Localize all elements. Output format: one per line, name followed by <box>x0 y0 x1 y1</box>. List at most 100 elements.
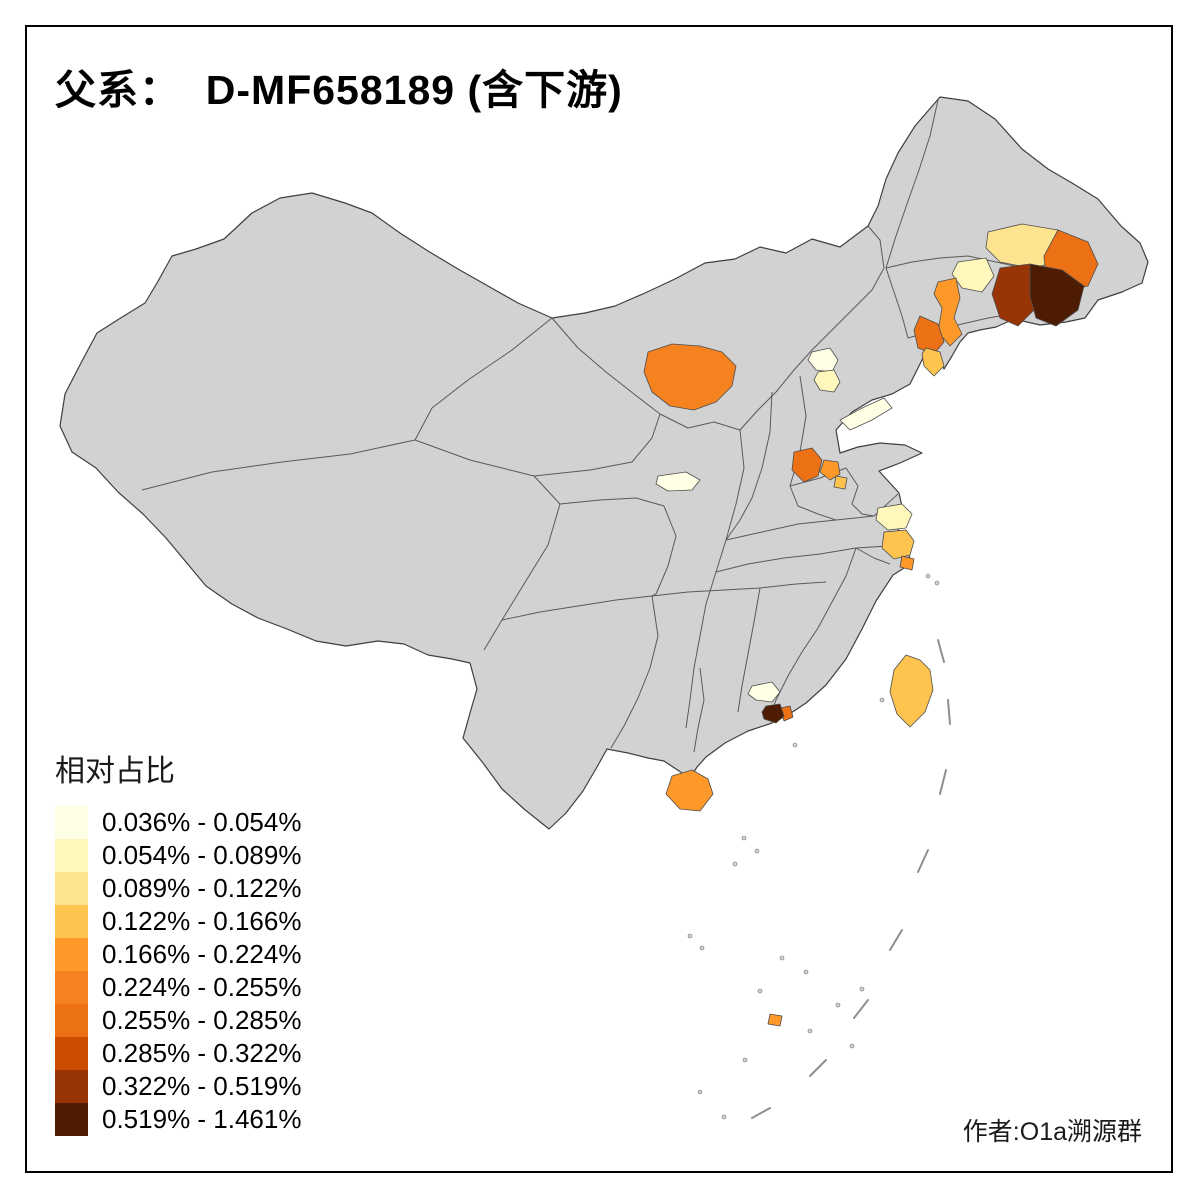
legend-label: 0.285% - 0.322% <box>102 1038 302 1068</box>
legend-swatch <box>55 1070 88 1103</box>
legend: 相对占比 0.036% - 0.054% 0.054% - 0.089% 0.089… <box>55 746 301 1136</box>
nine-dash-segment <box>889 929 903 951</box>
legend-row: 0.122% - 0.166% <box>55 905 301 938</box>
region-beijing-pale-2 <box>813 369 841 393</box>
region-shaanxi-pale <box>655 471 701 492</box>
nine-dash-segment <box>751 1107 771 1119</box>
legend-swatch <box>55 1004 88 1037</box>
province-border <box>769 547 857 717</box>
legend-swatch <box>55 839 88 872</box>
islet <box>849 1043 855 1049</box>
province-border <box>551 317 661 415</box>
islet <box>803 969 809 975</box>
legend-row: 0.166% - 0.224% <box>55 938 301 971</box>
region-south-sea-island <box>767 1013 783 1027</box>
region-pearl-delta-dark <box>761 703 785 724</box>
province-border <box>725 391 773 541</box>
china-outline <box>59 96 1149 830</box>
islet <box>732 861 738 867</box>
region-jilin-central-pale <box>951 257 995 293</box>
legend-row: 0.089% - 0.122% <box>55 872 301 905</box>
islet <box>721 1114 727 1120</box>
legend-label: 0.122% - 0.166% <box>102 906 302 936</box>
legend-label: 0.089% - 0.122% <box>102 873 302 903</box>
region-shanghai-orange <box>899 555 915 571</box>
islet <box>741 835 747 841</box>
legend-label: 0.224% - 0.255% <box>102 972 302 1002</box>
legend-row: 0.054% - 0.089% <box>55 839 301 872</box>
nine-dash-segment <box>937 639 945 663</box>
legend-label: 0.036% - 0.054% <box>102 807 302 837</box>
nine-dash-segment <box>917 849 929 873</box>
nine-dash-line <box>751 639 951 1119</box>
region-hebei-coast-pale <box>839 397 893 431</box>
province-border <box>739 225 885 431</box>
islet <box>779 955 785 961</box>
legend-title: 相对占比 <box>55 755 175 788</box>
islet <box>934 580 940 586</box>
province-border <box>501 581 827 621</box>
legend-row: 0.224% - 0.255% <box>55 971 301 1004</box>
province-border <box>685 539 727 729</box>
legend-rows: 0.036% - 0.054% 0.054% - 0.089% 0.089% - 0… <box>55 806 301 1136</box>
province-border <box>737 587 761 713</box>
islet <box>925 573 931 579</box>
legend-label: 0.322% - 0.519% <box>102 1071 302 1101</box>
province-border <box>885 99 939 269</box>
islet <box>879 697 885 703</box>
nine-dash-segment <box>939 769 947 795</box>
legend-swatch <box>55 806 88 839</box>
islet <box>699 945 705 951</box>
province-border <box>789 485 837 521</box>
region-jiangsu-south-light <box>881 529 915 560</box>
province-border <box>845 467 875 517</box>
region-jiangsu-north-pale <box>875 503 913 531</box>
region-jilin-west-strip <box>933 277 963 347</box>
region-inner-mongolia-blob <box>643 343 737 411</box>
province-border <box>414 317 553 441</box>
nine-dash-segment <box>853 999 869 1019</box>
province-border <box>483 475 561 651</box>
legend-row: 0.322% - 0.519% <box>55 1070 301 1103</box>
legend-label: 0.166% - 0.224% <box>102 939 302 969</box>
region-liaodong-light <box>921 347 945 377</box>
region-jilin-far-east-darkest <box>1029 263 1085 327</box>
nine-dash-segment <box>809 1059 827 1077</box>
islet <box>757 988 763 994</box>
province-border <box>414 439 535 477</box>
province-border <box>610 595 659 749</box>
legend-row: 0.036% - 0.054% <box>55 806 301 839</box>
region-shandong-mid-orange <box>819 459 841 481</box>
islet <box>792 742 798 748</box>
page-title: 父系： D-MF658189 (含下游) <box>55 67 623 113</box>
legend-label: 0.519% - 1.461% <box>102 1104 302 1134</box>
small-islands <box>687 573 940 1120</box>
province-border <box>651 505 677 597</box>
taiwan-island <box>889 654 934 728</box>
islet <box>859 986 865 992</box>
legend-swatch <box>55 1103 88 1136</box>
islet <box>697 1089 703 1095</box>
province-border <box>659 413 741 431</box>
province-border <box>533 413 661 477</box>
province-border <box>855 547 891 565</box>
legend-row: 0.285% - 0.322% <box>55 1037 301 1070</box>
legend-swatch <box>55 905 88 938</box>
islet <box>807 1028 813 1034</box>
islet <box>754 848 760 854</box>
province-border <box>725 429 745 541</box>
choropleth-patches <box>643 223 1099 1027</box>
legend-swatch <box>55 1037 88 1070</box>
hainan-island <box>665 769 714 812</box>
province-border <box>885 267 909 339</box>
legend-label: 0.054% - 0.089% <box>102 840 302 870</box>
legend-row: 0.255% - 0.285% <box>55 1004 301 1037</box>
nine-dash-segment <box>947 699 951 725</box>
region-shandong-small-light <box>833 475 848 490</box>
islet <box>742 1057 748 1063</box>
legend-row: 0.519% - 1.461% <box>55 1103 301 1136</box>
province-border <box>141 439 416 491</box>
province-border <box>715 545 889 573</box>
legend-swatch <box>55 971 88 1004</box>
